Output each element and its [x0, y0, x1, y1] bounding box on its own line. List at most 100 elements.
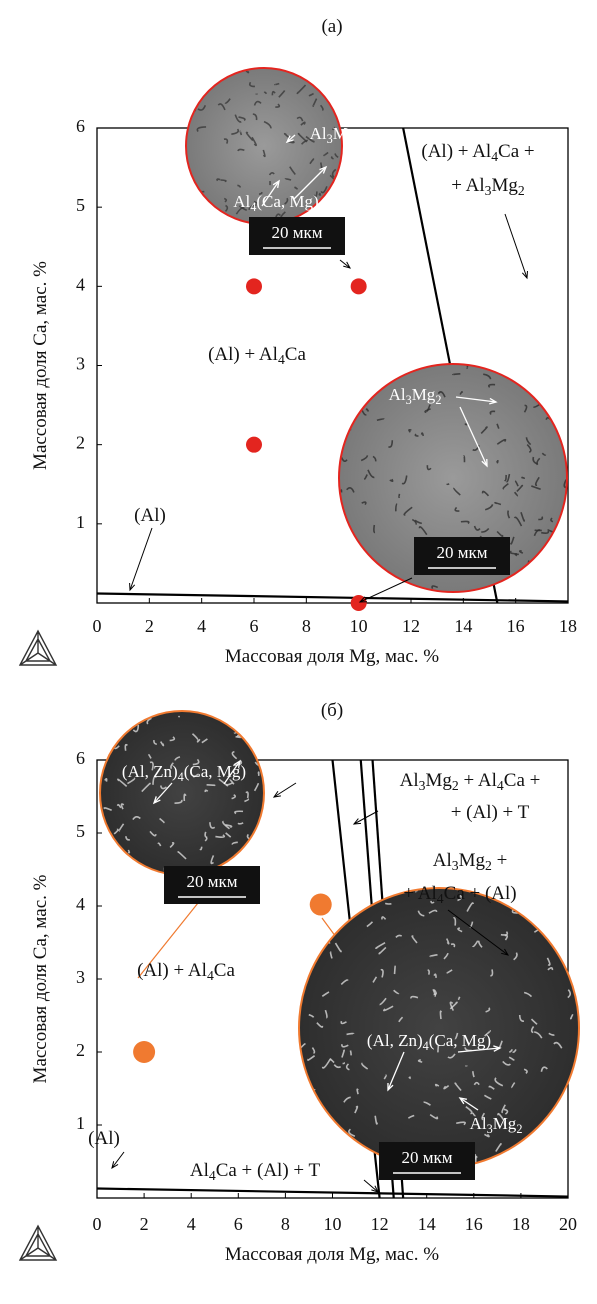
- texture: [250, 850, 256, 852]
- texture: [576, 918, 581, 920]
- texture: [551, 375, 553, 378]
- texture: [118, 714, 120, 716]
- x-tick-label: 18: [512, 1214, 530, 1234]
- texture: [549, 913, 556, 916]
- texture: [570, 944, 578, 949]
- y-tick-label: 5: [76, 821, 85, 841]
- x-tick-label: 12: [371, 1214, 389, 1234]
- chart-title: (б): [321, 700, 343, 721]
- texture: [545, 1145, 549, 1151]
- texture: [497, 460, 498, 463]
- logo: [20, 631, 56, 665]
- texture: [333, 414, 341, 421]
- y-tick-label: 3: [76, 354, 85, 374]
- texture: [309, 1140, 312, 1141]
- texture: [556, 378, 564, 380]
- x-tick-label: 14: [418, 1214, 436, 1234]
- x-tick-label: 14: [454, 616, 472, 636]
- texture: [211, 70, 217, 73]
- texture: [113, 863, 118, 871]
- y-tick-label: 4: [76, 894, 85, 914]
- texture: [340, 373, 346, 378]
- annotation: Al3Mg2 + Al4Ca +: [400, 770, 541, 793]
- x-tick-label: 4: [197, 616, 206, 636]
- texture: [523, 584, 528, 589]
- texture: [409, 1077, 410, 1078]
- texture: [339, 1133, 346, 1139]
- x-tick-label: 8: [302, 616, 311, 636]
- texture: [465, 424, 467, 425]
- texture: [315, 80, 323, 87]
- texture: [261, 729, 263, 731]
- texture: [576, 1146, 580, 1148]
- texture: [384, 366, 392, 372]
- texture: [333, 72, 341, 80]
- annotation: 20 мкм: [436, 543, 487, 562]
- alloy-point: [246, 278, 262, 294]
- texture: [556, 888, 559, 890]
- texture: [538, 394, 542, 397]
- texture: [376, 584, 383, 585]
- x-tick-label: 8: [281, 1214, 290, 1234]
- texture: [539, 393, 542, 398]
- texture: [327, 76, 332, 79]
- texture: [547, 558, 550, 562]
- texture: [395, 966, 396, 974]
- texture: [141, 713, 146, 716]
- annotation: + Al3Mg2: [451, 175, 525, 198]
- x-tick-label: 0: [93, 616, 102, 636]
- alloy-point: [133, 1041, 155, 1063]
- logo: [20, 1226, 56, 1260]
- annotation: Al3Mg2: [389, 385, 442, 407]
- texture: [304, 966, 310, 968]
- annotation: + Al4Ca + (Al): [403, 883, 516, 906]
- texture: [237, 857, 241, 859]
- texture: [359, 389, 362, 390]
- alloy-point: [310, 894, 332, 916]
- annotation: (Al): [88, 1128, 120, 1149]
- texture: [202, 204, 209, 212]
- texture: [393, 583, 395, 585]
- annotation: Al4(Ca, Mg): [233, 192, 318, 214]
- texture: [186, 195, 190, 198]
- y-tick-label: 1: [76, 1113, 85, 1133]
- y-axis-label: Массовая доля Ca, мас. %: [30, 874, 51, 1083]
- alloy-point: [351, 278, 367, 294]
- annotation: Al4Ca + (Al) + T: [190, 1160, 321, 1183]
- texture: [357, 1089, 358, 1094]
- x-tick-label: 12: [402, 616, 420, 636]
- texture: [327, 76, 330, 83]
- y-tick-label: 6: [76, 116, 85, 136]
- texture: [560, 1152, 567, 1155]
- x-axis-label: Массовая доля Mg, мас. %: [225, 1244, 439, 1265]
- chart-title: (a): [321, 16, 342, 37]
- texture: [555, 409, 562, 411]
- texture: [522, 907, 525, 909]
- texture: [366, 389, 370, 393]
- texture: [238, 823, 243, 824]
- annotation: (Al, Zn)4(Ca, Mg): [122, 762, 246, 784]
- annotation: 20 мкм: [271, 223, 322, 242]
- texture: [135, 711, 140, 714]
- annotation: (Al, Zn)4(Ca, Mg): [367, 1031, 491, 1053]
- arrow: [130, 528, 152, 590]
- arrow: [274, 783, 296, 797]
- x-tick-label: 20: [559, 1214, 577, 1234]
- texture: [358, 386, 361, 391]
- texture: [525, 912, 530, 915]
- texture: [257, 750, 259, 757]
- texture: [128, 850, 129, 853]
- annotation: (Al): [134, 505, 166, 526]
- texture: [368, 376, 375, 378]
- y-tick-label: 2: [76, 433, 85, 453]
- y-tick-label: 3: [76, 967, 85, 987]
- x-tick-label: 2: [145, 616, 154, 636]
- texture: [217, 72, 219, 78]
- annotation: (Al) + Al4Ca: [208, 344, 306, 367]
- annotation: Al3Mg2: [310, 124, 363, 146]
- texture: [440, 1011, 441, 1019]
- texture: [521, 477, 524, 478]
- annotation: (Al) + Al4Ca: [137, 960, 235, 983]
- texture: [185, 81, 192, 89]
- x-axis-label: Массовая доля Mg, мас. %: [225, 646, 439, 667]
